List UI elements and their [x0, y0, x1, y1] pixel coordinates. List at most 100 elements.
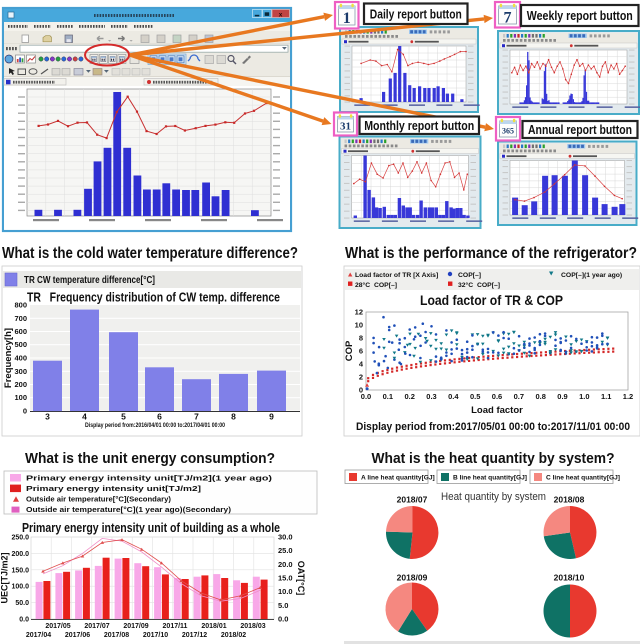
svg-text:1: 1 [343, 10, 351, 27]
svg-text:0.1: 0.1 [383, 392, 393, 401]
svg-text:25.0: 25.0 [278, 546, 293, 555]
svg-text:COP[–](1 year ago): COP[–](1 year ago) [561, 272, 622, 279]
svg-text:800: 800 [14, 301, 27, 310]
svg-text:1.2: 1.2 [623, 392, 633, 401]
svg-text:9: 9 [269, 412, 274, 422]
svg-text:7: 7 [504, 9, 512, 26]
svg-text:0: 0 [359, 386, 363, 395]
svg-text:365: 365 [502, 126, 514, 135]
svg-text:10.0: 10.0 [278, 587, 293, 596]
svg-text:2017/08: 2017/08 [104, 632, 129, 639]
svg-text:1.0: 1.0 [579, 392, 589, 401]
svg-text:Outside air temperature[°C](1: Outside air temperature[°C](1 year ago)(… [26, 506, 231, 514]
svg-text:0: 0 [23, 407, 27, 416]
svg-text:Display period from:2017/05/01: Display period from:2017/05/01 00:00 to:… [356, 421, 630, 433]
svg-text:0.7: 0.7 [514, 392, 524, 401]
svg-text:OAT[°C]: OAT[°C] [296, 561, 306, 595]
svg-text:600: 600 [14, 327, 27, 336]
svg-text:0.0: 0.0 [278, 615, 288, 624]
svg-text:2017/04: 2017/04 [26, 632, 51, 639]
svg-text:0.2: 0.2 [404, 392, 414, 401]
svg-text:2017/12: 2017/12 [182, 632, 207, 639]
svg-text:0.6: 0.6 [492, 392, 502, 401]
svg-text:2017/10: 2017/10 [143, 632, 168, 639]
svg-text:28°C COP[–]: 28°C COP[–] [355, 281, 397, 289]
svg-text:Load factor: Load factor [471, 405, 523, 416]
svg-text:A line heat quantity[GJ]: A line heat quantity[GJ] [361, 475, 435, 482]
svg-text:What is the heat quantity by s: What is the heat quantity by system? [372, 450, 615, 467]
svg-text:250.0: 250.0 [11, 535, 29, 542]
svg-text:Primary energy intensity unit[: Primary energy intensity unit[TJ/m2](1 y… [26, 475, 272, 482]
svg-text:Display period from:2016/04/01: Display period from:2016/04/01 00:00 to:… [85, 422, 225, 429]
svg-text:0.8: 0.8 [535, 392, 545, 401]
svg-text:x: x [279, 11, 283, 18]
svg-text:5: 5 [121, 412, 126, 422]
svg-text:500: 500 [14, 340, 27, 349]
svg-text:2018/02: 2018/02 [221, 632, 246, 639]
svg-text:0.9: 0.9 [557, 392, 567, 401]
svg-text:12: 12 [355, 308, 363, 317]
svg-text:2: 2 [359, 373, 363, 382]
svg-text:31: 31 [340, 121, 351, 133]
svg-text:150.0: 150.0 [11, 567, 29, 574]
svg-text:8: 8 [359, 334, 363, 343]
svg-text:2017/06: 2017/06 [65, 632, 90, 639]
svg-text:2018/08: 2018/08 [554, 495, 585, 505]
svg-text:Load factor of TR [X Axis]: Load factor of TR [X Axis] [355, 272, 438, 279]
svg-text:15.0: 15.0 [278, 574, 293, 583]
svg-text:B line heat quantity[GJ]: B line heat quantity[GJ] [453, 475, 527, 482]
svg-text:0.0: 0.0 [361, 392, 371, 401]
svg-text:200.0: 200.0 [11, 551, 29, 558]
svg-text:Weekly report button: Weekly report button [527, 8, 633, 23]
svg-text:6: 6 [157, 412, 162, 422]
svg-text:0.5: 0.5 [470, 392, 480, 401]
svg-text:0.4: 0.4 [448, 392, 459, 401]
svg-text:C line heat quantity[GJ]: C line heat quantity[GJ] [546, 475, 620, 482]
svg-text:2017/07: 2017/07 [84, 623, 109, 630]
svg-text:Annual report button: Annual report button [528, 123, 632, 137]
svg-text:50.0: 50.0 [15, 600, 29, 607]
svg-text:4: 4 [82, 412, 87, 422]
svg-text:0.3: 0.3 [426, 392, 436, 401]
svg-text:2018/09: 2018/09 [397, 573, 428, 583]
svg-text:100.0: 100.0 [11, 584, 29, 591]
svg-text:UEC[TJ/m2]: UEC[TJ/m2] [0, 552, 10, 603]
svg-text:8: 8 [231, 412, 236, 422]
svg-text:What is the cold water tempera: What is the cold water temperature diffe… [2, 245, 298, 262]
svg-text:What is the performance of the: What is the performance of the refrigera… [345, 245, 637, 262]
svg-text:6: 6 [359, 347, 363, 356]
svg-text:Monthly report button: Monthly report button [364, 119, 474, 133]
svg-text:0.0: 0.0 [19, 617, 29, 624]
svg-text:Primary energy intensity unit[: Primary energy intensity unit[TJ/m2] [26, 486, 201, 493]
svg-text:32°C COP[–]: 32°C COP[–] [458, 281, 500, 289]
svg-text:Frequency[h]: Frequency[h] [3, 328, 14, 388]
svg-text:400: 400 [14, 354, 27, 363]
svg-text:3: 3 [45, 412, 50, 422]
svg-text:2018/07: 2018/07 [397, 495, 428, 505]
svg-text:700: 700 [14, 314, 27, 323]
svg-text:7: 7 [194, 412, 199, 422]
svg-text:Outside air temperature[°C](Se: Outside air temperature[°C](Secondary) [26, 496, 171, 504]
svg-text:Daily report button: Daily report button [370, 6, 462, 21]
svg-text:TR Frequency distribution of: TR Frequency distribution of CW temp. di… [27, 290, 280, 305]
svg-text:2018/10: 2018/10 [554, 573, 585, 583]
svg-text:200: 200 [14, 380, 27, 389]
svg-text:Heat quantity by system: Heat quantity by system [441, 491, 546, 503]
svg-text:2017/09: 2017/09 [123, 623, 148, 630]
svg-text:100: 100 [14, 393, 27, 402]
svg-text:1.1: 1.1 [601, 392, 611, 401]
svg-text:COP: COP [344, 340, 355, 361]
svg-text:4: 4 [359, 360, 364, 369]
svg-text:2018/01: 2018/01 [201, 623, 226, 630]
svg-text:TR CW temperature difference[°: TR CW temperature difference[°C] [24, 275, 155, 286]
svg-text:30.0: 30.0 [278, 533, 293, 542]
svg-text:10: 10 [355, 321, 363, 330]
svg-text:COP[–]: COP[–] [458, 272, 481, 279]
svg-text:Primary energy intensity unit: Primary energy intensity unit of buildin… [22, 520, 280, 535]
svg-text:2017/05: 2017/05 [45, 623, 70, 630]
svg-text:20.0: 20.0 [278, 560, 293, 569]
svg-text:5.0: 5.0 [278, 601, 288, 610]
svg-text:300: 300 [14, 367, 27, 376]
svg-text:2017/11: 2017/11 [163, 623, 188, 630]
svg-text:What is the unit energy consum: What is the unit energy consumption? [25, 450, 275, 467]
